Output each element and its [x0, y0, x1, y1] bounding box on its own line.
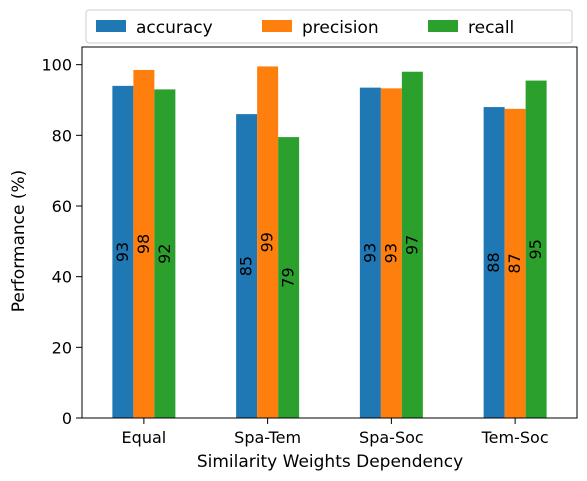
data-label-precision-spa-soc: 93: [381, 243, 400, 263]
x-tick-label: Tem-Soc: [481, 428, 549, 447]
bar-accuracy-spa-tem: [236, 114, 258, 418]
legend-label-accuracy: accuracy: [136, 18, 213, 38]
data-label-precision-tem-soc: 87: [505, 253, 524, 273]
data-label-accuracy-equal: 93: [113, 242, 132, 262]
x-tick-label: Spa-Soc: [359, 428, 424, 447]
y-tick-label: 60: [52, 197, 72, 216]
data-label-recall-equal: 92: [155, 244, 174, 264]
bar-accuracy-tem-soc: [483, 107, 505, 419]
y-tick-label: 0: [62, 409, 72, 428]
legend-swatch-accuracy: [96, 20, 126, 32]
bar-precision-spa-soc: [380, 88, 402, 418]
y-tick-label: 40: [52, 268, 72, 287]
legend: accuracy precision recall: [85, 9, 573, 44]
y-axis-title: Performance (%): [9, 170, 29, 313]
bar-precision-spa-tem: [257, 66, 279, 418]
data-label-accuracy-spa-tem: 85: [237, 256, 256, 276]
y-tick-label: 80: [52, 126, 72, 145]
data-label-accuracy-spa-soc: 93: [360, 243, 379, 263]
x-axis: Equal Spa-Tem Spa-Soc Tem-Soc: [122, 418, 549, 447]
legend-box: [85, 9, 573, 44]
data-label-precision-equal: 98: [134, 234, 153, 254]
bar-precision-equal: [133, 69, 155, 418]
bar-precision-tem-soc: [504, 108, 526, 418]
y-tick-label: 100: [41, 56, 72, 75]
data-label-recall-spa-tem: 79: [279, 267, 298, 287]
data-label-precision-spa-tem: 99: [258, 232, 277, 252]
y-axis: 0 20 40 60 80 100: [41, 56, 82, 428]
x-tick-label: Spa-Tem: [234, 428, 301, 447]
data-label-recall-tem-soc: 95: [526, 239, 545, 259]
bar-accuracy-spa-soc: [359, 87, 381, 418]
x-axis-title: Similarity Weights Dependency: [197, 452, 463, 472]
x-tick-label: Equal: [122, 428, 167, 447]
bar-recall-equal: [154, 89, 176, 419]
y-tick-label: 20: [52, 338, 72, 357]
legend-label-precision: precision: [302, 18, 379, 38]
plot-frame: [81, 46, 578, 419]
bar-recall-tem-soc: [525, 80, 547, 419]
bar-recall-spa-tem: [278, 137, 300, 418]
bar-recall-spa-soc: [401, 71, 423, 418]
data-label-recall-spa-soc: 97: [402, 235, 421, 255]
legend-label-recall: recall: [468, 18, 514, 38]
bar-accuracy-equal: [112, 85, 134, 418]
legend-swatch-precision: [262, 20, 292, 32]
data-label-accuracy-tem-soc: 88: [484, 252, 503, 272]
legend-swatch-recall: [428, 20, 458, 32]
